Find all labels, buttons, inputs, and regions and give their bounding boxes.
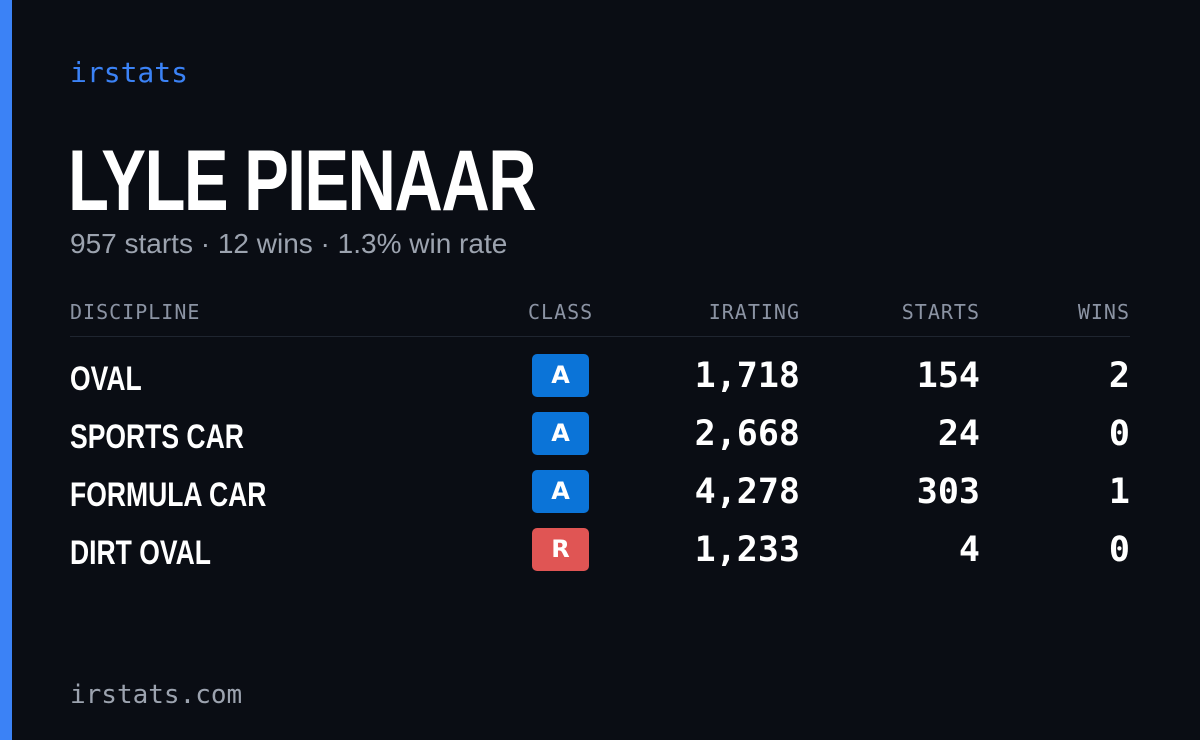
- class-badge: R: [532, 528, 589, 571]
- irating-value: 1,718: [694, 356, 800, 396]
- discipline-name: OVAL: [70, 360, 142, 398]
- wins-value: 0: [1108, 530, 1130, 570]
- header-starts: STARTS: [901, 300, 980, 324]
- accent-bar: [0, 0, 12, 740]
- header-wins: WINS: [1077, 300, 1130, 324]
- table-header: DISCIPLINE CLASS IRATING STARTS WINS: [70, 300, 1130, 337]
- footer-url: irstats.com: [70, 680, 243, 710]
- wins-value: 0: [1108, 414, 1130, 454]
- irating-value: 1,233: [694, 530, 800, 570]
- header-class: CLASS: [528, 300, 594, 324]
- table-row: OVAL A 1,718 154 2: [70, 354, 1130, 412]
- driver-summary: 957 starts · 12 wins · 1.3% win rate: [70, 228, 508, 259]
- driver-name: LYLE PIENAAR: [68, 133, 537, 229]
- class-badge: A: [532, 470, 589, 513]
- starts-value: 4: [958, 530, 980, 570]
- starts-value: 24: [937, 414, 980, 454]
- starts-value: 303: [916, 472, 980, 512]
- starts-value: 154: [916, 356, 980, 396]
- table-row: DIRT OVAL R 1,233 4 0: [70, 528, 1130, 586]
- brand-logo: irstats: [70, 56, 189, 89]
- discipline-name: SPORTS CAR: [70, 418, 244, 456]
- header-irating: IRATING: [708, 300, 800, 324]
- class-badge: A: [532, 354, 589, 397]
- discipline-name: DIRT OVAL: [70, 534, 211, 572]
- header-discipline: DISCIPLINE: [70, 300, 201, 324]
- discipline-name: FORMULA CAR: [70, 476, 267, 514]
- wins-value: 1: [1108, 472, 1130, 512]
- wins-value: 2: [1108, 356, 1130, 396]
- table-row: SPORTS CAR A 2,668 24 0: [70, 412, 1130, 470]
- class-badge: A: [532, 412, 589, 455]
- irating-value: 2,668: [694, 414, 800, 454]
- irating-value: 4,278: [694, 472, 800, 512]
- table-row: FORMULA CAR A 4,278 303 1: [70, 470, 1130, 528]
